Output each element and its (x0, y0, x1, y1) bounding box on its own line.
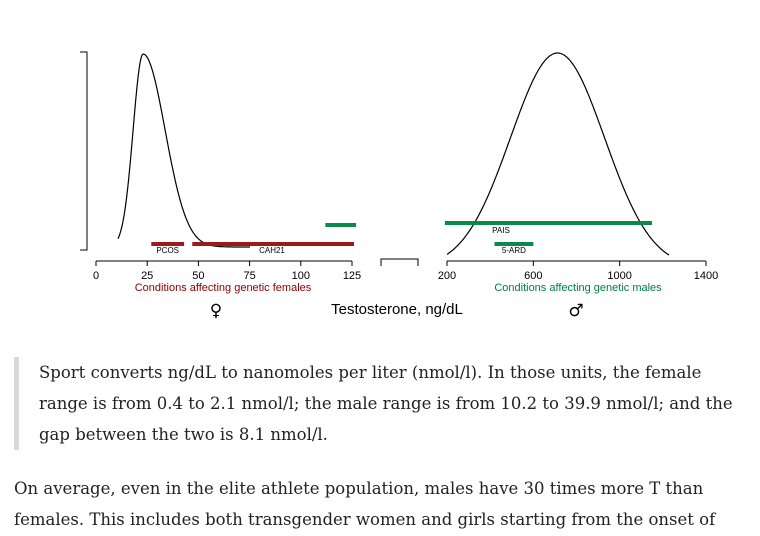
axis-break-marker (380, 258, 419, 266)
paragraph-line: On average, even in the elite athlete po… (14, 479, 704, 498)
quote-line: Sport converts ng/dL to nanomoles per li… (39, 363, 702, 382)
female-tick-label: 25 (141, 270, 153, 282)
quote-line: gap between the two is 8.1 nmol/l. (39, 425, 328, 444)
cah21-label: CAH21 (259, 246, 285, 255)
blockquote: Sport converts ng/dL to nanomoles per li… (14, 357, 760, 450)
five-ard-label: 5-ARD (502, 246, 526, 255)
y-axis-line (80, 51, 88, 251)
paragraph-line: females. This includes both transgender … (14, 510, 716, 529)
female-tick-label: 125 (343, 270, 361, 282)
male-symbol: ♂ (568, 301, 583, 321)
female-tick-label: 100 (292, 270, 310, 282)
testosterone-chart: PCOS CAH21 PAIS 5-ARD 0 25 50 75 100 125 Condit… (80, 51, 718, 321)
female-tick-label: 50 (192, 270, 204, 282)
male-tick-label: 600 (524, 270, 542, 282)
pcos-label: PCOS (156, 246, 179, 255)
body-paragraph: On average, even in the elite athlete po… (14, 473, 760, 535)
male-distribution-curve (446, 52, 670, 256)
pais-label: PAIS (492, 226, 510, 235)
male-conditions-label: Conditions affecting genetic males (494, 282, 662, 294)
female-tick-label: 75 (243, 270, 255, 282)
x-axis-title: Testosterone, ng/dL (331, 301, 463, 318)
female-distribution-curve (117, 53, 250, 248)
female-conditions-label: Conditions affecting genetic females (135, 282, 312, 294)
male-tick-label: 1000 (607, 270, 631, 282)
female-tick-label: 0 (93, 270, 99, 282)
quote-line: range is from 0.4 to 2.1 nmol/l; the mal… (39, 394, 733, 413)
male-tick-label: 1400 (694, 270, 718, 282)
male-tick-label: 200 (438, 270, 456, 282)
female-symbol: ♀ (210, 301, 222, 321)
